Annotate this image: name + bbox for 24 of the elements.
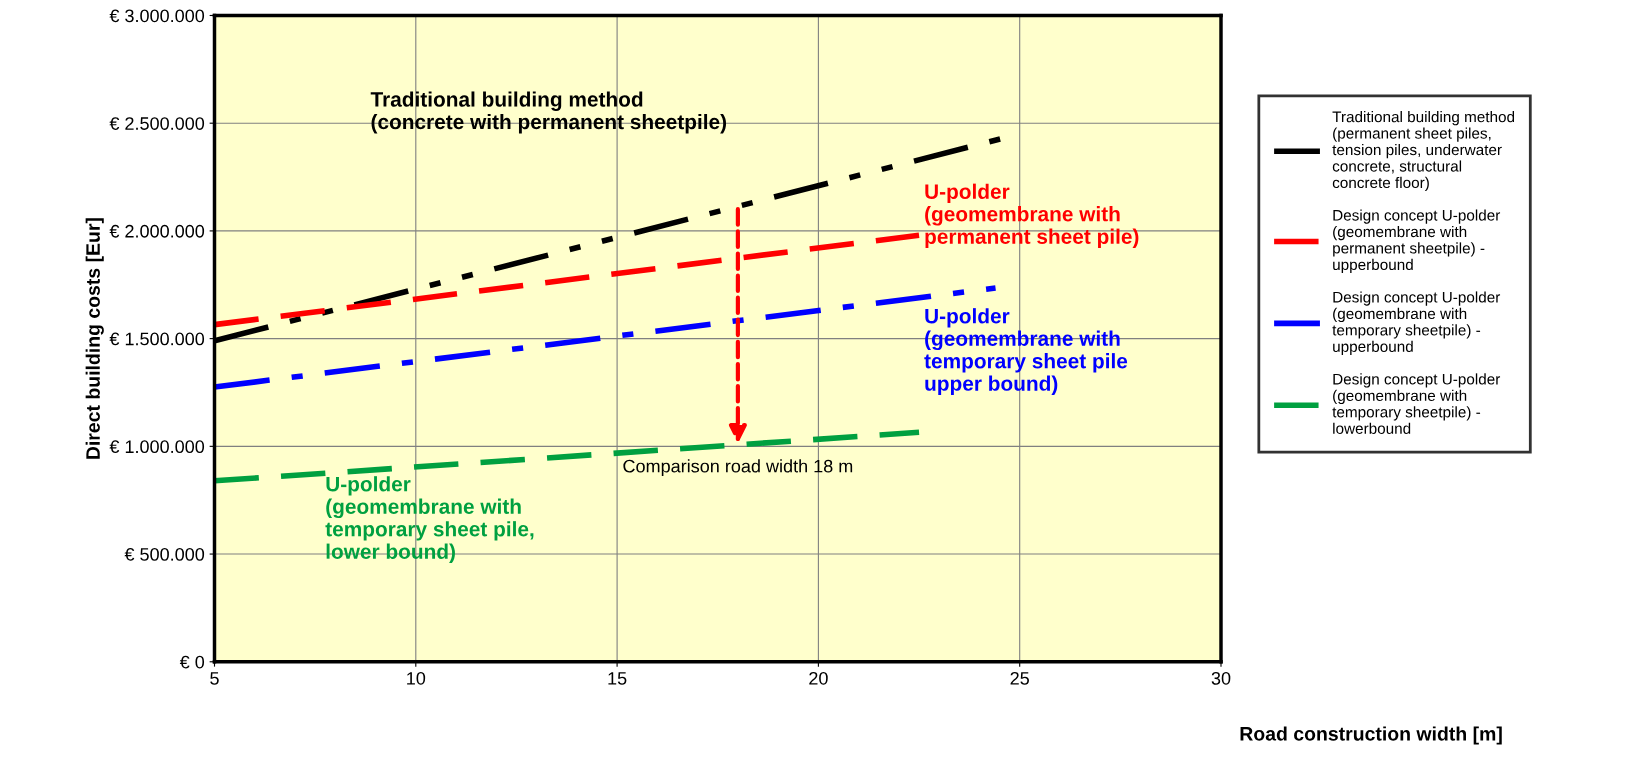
y-tick-label: € 1.500.000 xyxy=(109,332,205,346)
y-tick-label: € 1.000.000 xyxy=(109,440,205,454)
x-tick-label: 5 xyxy=(210,672,219,685)
annotation: Comparison road width 18 m xyxy=(623,459,853,477)
legend-label: Traditional building method (permanent sheet piles, tension piles, underwater concrete, structural concrete floor) xyxy=(1332,111,1515,192)
x-tick-label: 30 xyxy=(1211,671,1231,685)
y-axis-title: Direct building costs [Eur] xyxy=(85,218,104,459)
annotation: Traditional building method (concrete with permanent sheetpile) xyxy=(370,91,727,134)
x-tick-label: 25 xyxy=(1010,671,1029,685)
x-tick-label: 15 xyxy=(608,672,627,685)
x-axis-title: Road construction width [m] xyxy=(1240,726,1502,745)
legend-label: Design concept U-polder (geomembrane with temporary sheetpile) - upperbound xyxy=(1332,291,1501,355)
legend-label: Design concept U-polder (geomembrane with temporary sheetpile) - lowerbound xyxy=(1332,373,1501,434)
annotation: U-polder (geomembrane with temporary sheet pile, lower bound) xyxy=(325,476,534,563)
y-tick-label: € 500.000 xyxy=(124,547,205,561)
x-tick-label: 20 xyxy=(809,671,828,685)
y-tick-label: € 2.000.000 xyxy=(109,224,205,238)
y-tick-label: € 0 xyxy=(179,655,205,669)
legend-label: Design concept U-polder (geomembrane with permanent sheetpile) - upperbound xyxy=(1333,209,1501,274)
y-tick-label: € 3.000.000 xyxy=(109,9,205,23)
annotation: U-polder (geomembrane with permanent sheet pile) xyxy=(925,183,1139,249)
y-tick-label: € 2.500.000 xyxy=(109,117,205,130)
annotation: U-polder (geomembrane with temporary sheet pile upper bound) xyxy=(924,308,1128,395)
x-tick-label: 10 xyxy=(407,671,426,685)
